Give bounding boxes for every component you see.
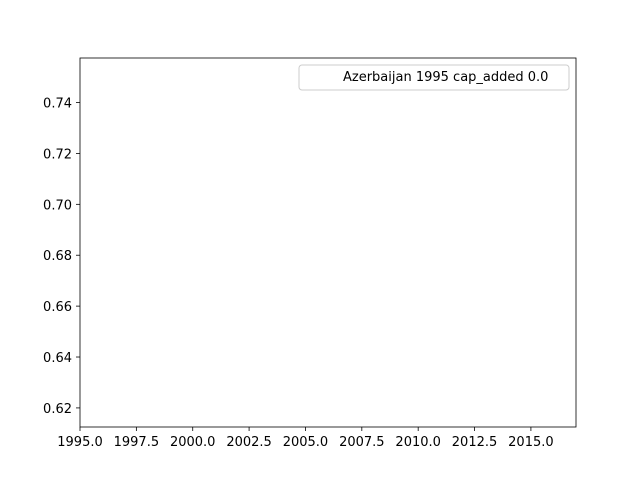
plot-area: [79, 57, 577, 428]
x-axis: 1995.0 1997.5 2000.0 2002.5 2005.0 2007.5 2010…: [57, 427, 554, 450]
x-tick-label: 2012.5: [452, 435, 498, 450]
x-tick-label: 2015.0: [508, 435, 554, 450]
y-tick-label: 0.62: [43, 402, 72, 417]
y-tick-label: 0.68: [43, 249, 72, 264]
y-tick-label: 0.74: [43, 97, 72, 112]
x-tick-label: 1997.5: [114, 435, 160, 450]
x-tick-label: 2000.0: [170, 435, 216, 450]
y-tick-label: 0.70: [43, 198, 72, 213]
y-tick-label: 0.66: [43, 300, 72, 315]
x-tick-label: 1995.0: [57, 435, 103, 450]
x-tick-label: 2007.5: [339, 435, 385, 450]
y-axis: 0.62 0.64 0.66 0.68 0.70 0.72 0.74: [43, 97, 80, 417]
legend-entry-label: Azerbaijan 1995 cap_added 0.0: [343, 70, 548, 85]
y-tick-label: 0.64: [43, 351, 72, 366]
legend: Azerbaijan 1995 cap_added 0.0: [298, 64, 570, 91]
y-tick-label: 0.72: [43, 147, 72, 162]
x-tick-label: 2002.5: [226, 435, 272, 450]
x-tick-label: 2010.0: [395, 435, 441, 450]
x-tick-label: 2005.0: [283, 435, 329, 450]
axes-frame: [79, 57, 577, 428]
legend-box: [298, 64, 570, 91]
